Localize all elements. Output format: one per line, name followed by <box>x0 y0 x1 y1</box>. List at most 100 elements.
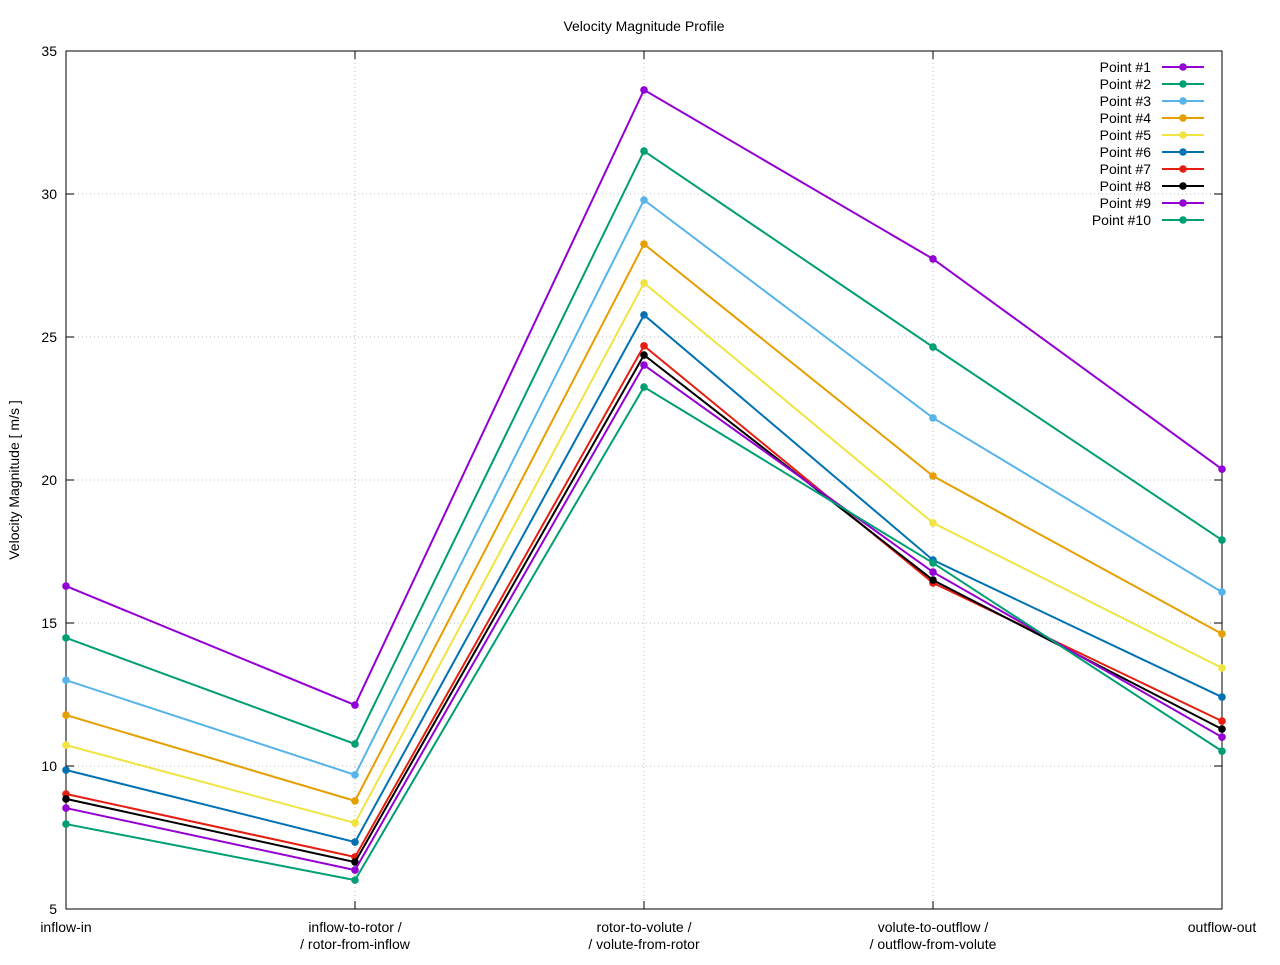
legend-label: Point #9 <box>1100 195 1152 211</box>
legend-swatch-point <box>1179 80 1187 88</box>
data-point <box>351 876 359 884</box>
legend-label: Point #6 <box>1100 144 1152 160</box>
data-point <box>1218 536 1226 544</box>
series-9 <box>62 361 1226 874</box>
data-point <box>1218 693 1226 701</box>
data-point <box>62 820 70 828</box>
data-point <box>351 819 359 827</box>
y-tick-label: 20 <box>41 472 57 488</box>
data-point <box>1218 733 1226 741</box>
data-point <box>351 771 359 779</box>
series-4 <box>62 240 1226 805</box>
legend-swatch-point <box>1179 114 1187 122</box>
data-point <box>640 361 648 369</box>
legend-label: Point #4 <box>1100 110 1152 126</box>
legend-swatch-point <box>1179 97 1187 105</box>
legend-label: Point #8 <box>1100 178 1152 194</box>
series-10 <box>62 383 1226 884</box>
data-point <box>640 311 648 319</box>
y-tick-label: 35 <box>41 43 57 59</box>
legend-label: Point #1 <box>1100 59 1152 75</box>
data-point <box>1218 725 1226 733</box>
data-point <box>1218 717 1226 725</box>
data-point <box>1218 664 1226 672</box>
data-point <box>640 351 648 359</box>
legend-label: Point #3 <box>1100 93 1152 109</box>
x-tick-label: inflow-in <box>40 919 91 935</box>
x-tick-label: / rotor-from-inflow <box>300 936 411 952</box>
x-tick-label: volute-to-outflow / <box>878 919 989 935</box>
plot-border <box>65 50 1223 910</box>
data-point <box>62 711 70 719</box>
data-point <box>640 279 648 287</box>
series-3 <box>62 196 1226 779</box>
y-axis-label: Velocity Magnitude [ m/s ] <box>6 400 22 560</box>
series-1 <box>62 86 1226 709</box>
data-point <box>1218 465 1226 473</box>
data-point <box>929 414 937 422</box>
data-point <box>351 858 359 866</box>
legend-swatch-point <box>1179 63 1187 71</box>
legend-swatch-point <box>1179 131 1187 139</box>
x-tick-label: / outflow-from-volute <box>870 936 997 952</box>
data-point <box>62 766 70 774</box>
data-point <box>640 196 648 204</box>
data-point <box>1218 588 1226 596</box>
data-point <box>640 86 648 94</box>
data-point <box>62 741 70 749</box>
data-point <box>640 383 648 391</box>
y-tick-label: 10 <box>41 758 57 774</box>
legend-swatch-point <box>1179 199 1187 207</box>
series-8 <box>62 351 1226 866</box>
y-tick-label: 25 <box>41 329 57 345</box>
data-point <box>929 255 937 263</box>
data-point <box>62 676 70 684</box>
legend-label: Point #10 <box>1092 212 1151 228</box>
x-tick-label: outflow-out <box>1188 919 1257 935</box>
data-point <box>351 866 359 874</box>
legend-swatch-point <box>1179 148 1187 156</box>
data-point <box>62 795 70 803</box>
grid <box>66 51 1222 909</box>
y-tick-label: 30 <box>41 186 57 202</box>
series-line <box>65 344 1223 859</box>
legend-label: Point #7 <box>1100 161 1152 177</box>
y-tick-label: 15 <box>41 615 57 631</box>
data-point <box>1218 747 1226 755</box>
data-point <box>929 559 937 567</box>
data-point <box>62 634 70 642</box>
series-line <box>65 88 1223 707</box>
data-point <box>929 472 937 480</box>
data-point <box>640 342 648 350</box>
legend-swatch-point <box>1179 216 1187 224</box>
x-tick-label: rotor-to-volute / <box>597 919 692 935</box>
legend-label: Point #5 <box>1100 127 1152 143</box>
legend-swatch-point <box>1179 165 1187 173</box>
legend-swatch-point <box>1179 182 1187 190</box>
data-point <box>62 582 70 590</box>
series-2 <box>62 147 1226 748</box>
data-point <box>640 240 648 248</box>
chart-title: Velocity Magnitude Profile <box>563 18 724 34</box>
data-point <box>351 740 359 748</box>
x-tick-label: / volute-from-rotor <box>588 936 700 952</box>
series-5 <box>62 279 1226 827</box>
data-point <box>929 343 937 351</box>
data-point <box>929 568 937 576</box>
series-line <box>65 385 1223 882</box>
legend-label: Point #2 <box>1100 76 1152 92</box>
data-point <box>1218 630 1226 638</box>
series-group <box>62 86 1226 884</box>
y-tick-label: 5 <box>49 901 57 917</box>
data-point <box>929 576 937 584</box>
data-point <box>351 797 359 805</box>
data-point <box>62 804 70 812</box>
data-point <box>640 147 648 155</box>
data-point <box>351 701 359 709</box>
x-tick-label: inflow-to-rotor / <box>308 919 401 935</box>
data-point <box>929 519 937 527</box>
series-line <box>65 363 1223 872</box>
